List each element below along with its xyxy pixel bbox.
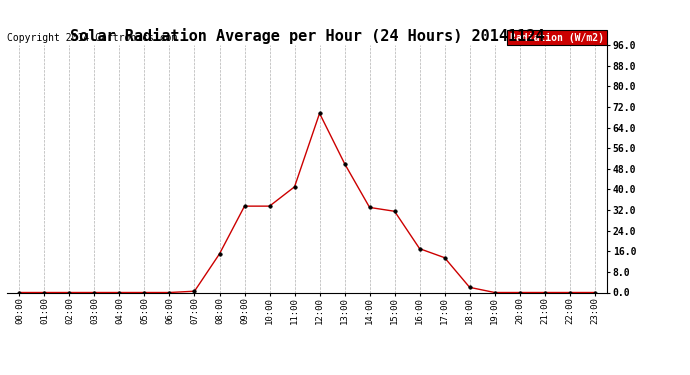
- Text: Copyright 2014 Cartronics.com: Copyright 2014 Cartronics.com: [7, 33, 177, 42]
- Text: Radiation (W/m2): Radiation (W/m2): [510, 33, 604, 42]
- Title: Solar Radiation Average per Hour (24 Hours) 20141124: Solar Radiation Average per Hour (24 Hou…: [70, 28, 544, 44]
